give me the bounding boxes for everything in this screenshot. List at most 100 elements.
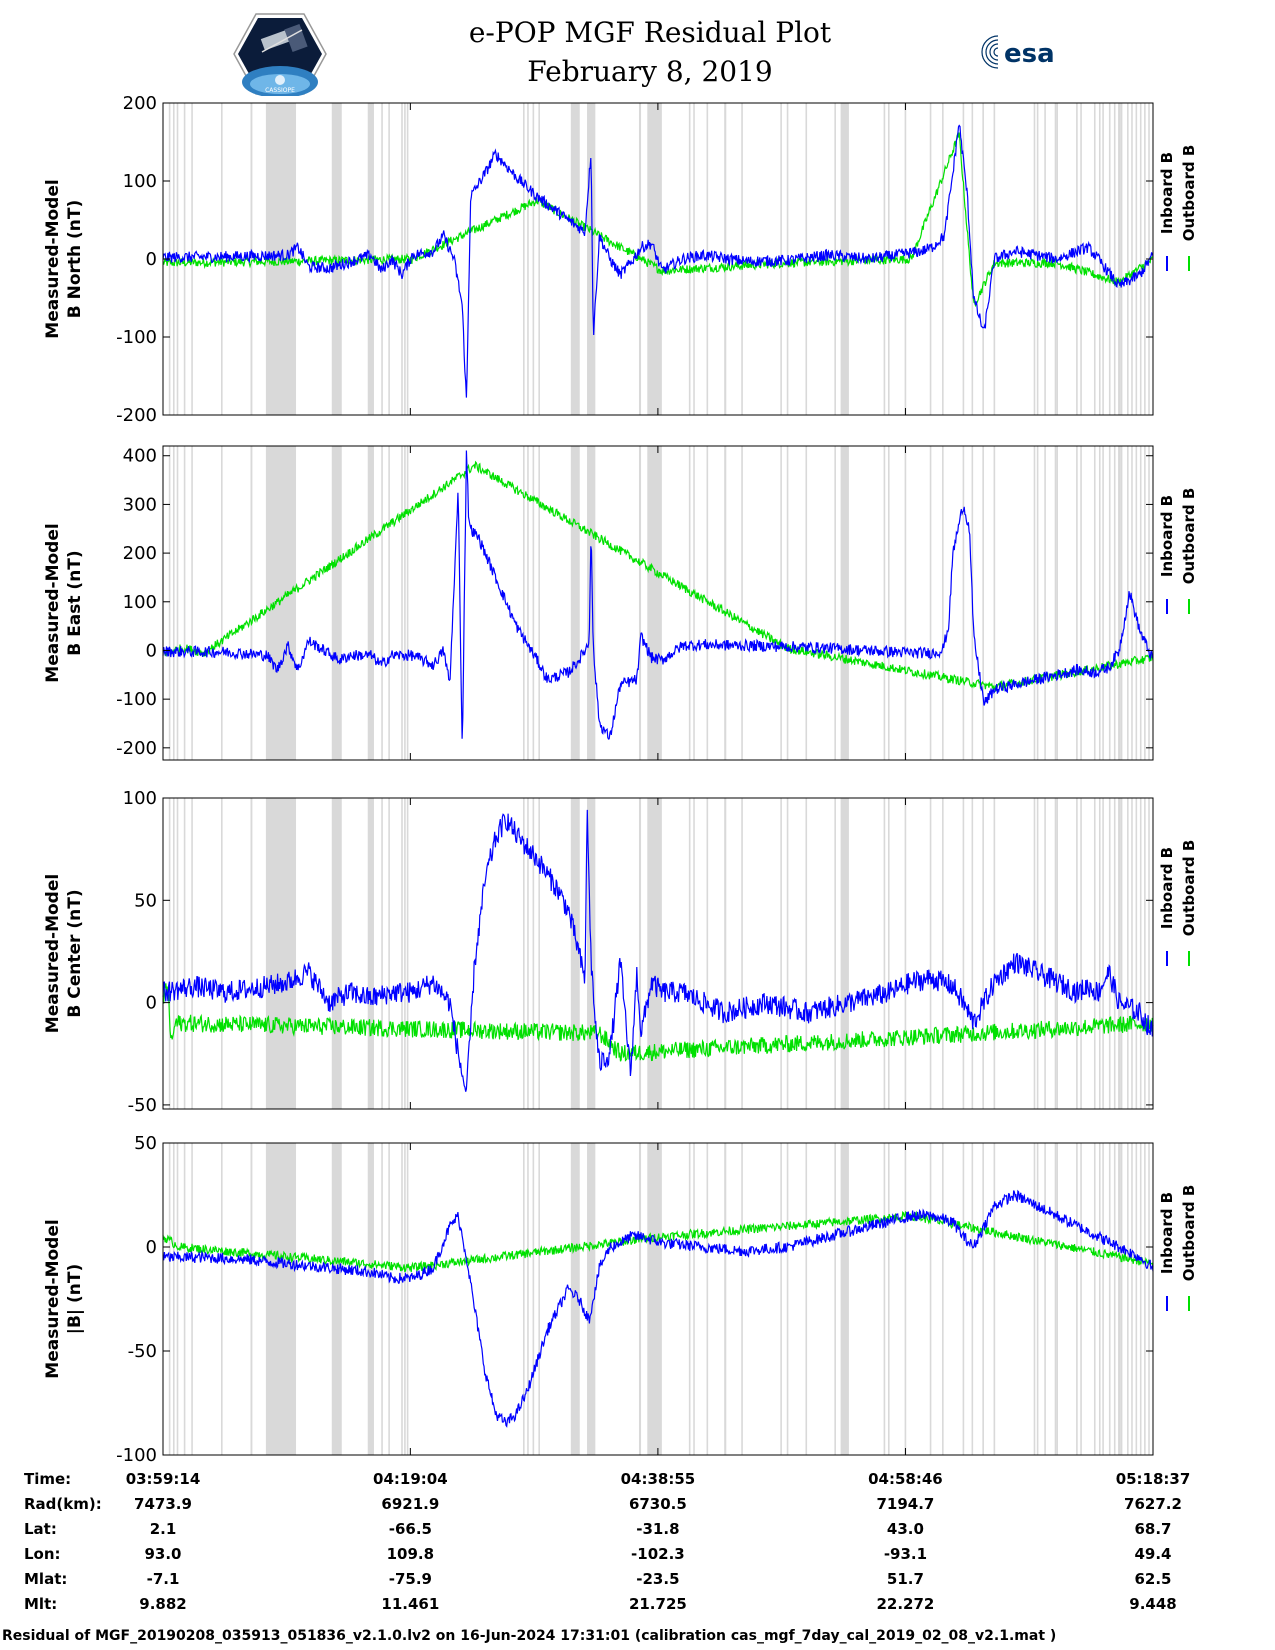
y-tick-label: 0 (146, 249, 157, 270)
data-gap-band (1033, 798, 1036, 1109)
y-tick-label: -50 (128, 1341, 157, 1362)
outboard-series-line (162, 1210, 1154, 1273)
data-gap-band (220, 798, 223, 1109)
data-gap-band (220, 1143, 223, 1455)
data-gap-band (647, 103, 662, 415)
data-gap-band (265, 446, 297, 760)
data-gap-band (367, 446, 374, 760)
data-gap-band (265, 798, 297, 1109)
data-gap-band (381, 103, 383, 415)
data-gap-band (1118, 446, 1120, 760)
data-gap-band (786, 446, 789, 760)
data-gap-band (183, 798, 186, 1109)
data-gap-band (688, 446, 691, 760)
data-gap-band (1148, 798, 1150, 1109)
data-gap-band (1033, 1143, 1036, 1455)
y-axis-label: Measured-Model (43, 1219, 63, 1378)
data-gap-band (331, 798, 342, 1109)
data-gap-band (172, 103, 175, 415)
data-gap-band (993, 446, 996, 760)
data-gap-band (805, 798, 808, 1109)
table-cell: 49.4 (1134, 1545, 1172, 1563)
data-gap-band (883, 1143, 886, 1455)
data-gap-band (1093, 1143, 1096, 1455)
data-gap-band (962, 1143, 965, 1455)
y-tick-label: 100 (123, 592, 157, 613)
data-gap-band (406, 1143, 409, 1455)
y-tick-label: -100 (116, 689, 157, 710)
data-gap-band (971, 103, 974, 415)
data-gap-band (1127, 103, 1129, 415)
data-gap-band (1127, 798, 1129, 1109)
y-axis-label: |B| (nT) (65, 1264, 85, 1335)
y-tick-label: 200 (123, 543, 157, 564)
y-tick-label: 50 (134, 1133, 157, 1154)
data-gap-band (183, 446, 186, 760)
data-gap-band (401, 1143, 403, 1455)
data-gap-band (1118, 1143, 1120, 1455)
data-gap-band (1036, 798, 1039, 1109)
data-gap-band (1127, 1143, 1129, 1455)
y-tick-label: 0 (146, 1237, 157, 1258)
data-gap-band (1056, 798, 1058, 1109)
data-gap-band (538, 1143, 540, 1455)
data-gap-band (647, 798, 662, 1109)
y-axis-label: Measured-Model (43, 523, 63, 682)
data-gap-band (780, 1143, 782, 1455)
data-gap-band (1056, 446, 1058, 760)
data-gap-band (1131, 446, 1133, 760)
data-gap-band (706, 1143, 709, 1455)
data-gap-band (183, 1143, 186, 1455)
data-gap-band (942, 798, 944, 1109)
data-gap-band (942, 1143, 944, 1455)
data-gap-band (1139, 446, 1142, 760)
data-gap-band (904, 103, 907, 415)
legend-inboard-label: Inboard B (1158, 495, 1176, 577)
data-gap-band (538, 103, 540, 415)
data-gap-band (887, 446, 890, 760)
data-gap-band (570, 1143, 580, 1455)
data-gap-band (1076, 798, 1078, 1109)
data-gap-band (929, 1143, 932, 1455)
table-cell: -23.5 (636, 1570, 680, 1588)
table-cell: 109.8 (386, 1545, 435, 1563)
data-gap-band (834, 446, 836, 760)
table-cell: -31.8 (636, 1520, 680, 1538)
table-row-label: Lon: (24, 1545, 61, 1563)
data-gap-band (741, 1143, 743, 1455)
cassiope-logo-text: CASSIOPE (265, 87, 295, 94)
data-gap-band (883, 446, 886, 760)
data-gap-band (265, 1143, 297, 1455)
table-row-label: Mlt: (24, 1595, 58, 1613)
inboard-series-line (162, 450, 1154, 740)
data-gap-band (401, 798, 403, 1109)
data-gap-band (1148, 1143, 1150, 1455)
y-axis-label: Measured-Model (43, 179, 63, 338)
data-gap-band (1135, 103, 1138, 415)
data-gap-band (168, 798, 171, 1109)
data-gap-band (693, 103, 695, 415)
data-gap-band (1108, 1143, 1111, 1455)
data-gap-band (1135, 798, 1138, 1109)
data-gap-band (1113, 103, 1116, 415)
legend-inboard-label: Inboard B (1158, 847, 1176, 929)
data-gap-band (1056, 103, 1058, 415)
data-gap-band (962, 446, 965, 760)
data-gap-band (840, 1143, 849, 1455)
table-cell: 2.1 (149, 1520, 177, 1538)
table-cell: 43.0 (886, 1520, 924, 1538)
data-gap-band (1044, 103, 1046, 415)
data-gap-band (388, 446, 390, 760)
data-gap-band (693, 446, 695, 760)
data-gap-band (1135, 446, 1138, 760)
data-gap-band (1139, 798, 1142, 1109)
data-gap-band (406, 798, 409, 1109)
table-row-label: Lat: (24, 1520, 57, 1538)
data-gap-band (381, 446, 383, 760)
plot-title: e-POP MGF Residual Plot (468, 16, 832, 49)
legend-outboard-label: Outboard B (1180, 1185, 1198, 1282)
y-tick-label: -100 (116, 1445, 157, 1466)
table-cell: 62.5 (1134, 1570, 1172, 1588)
data-gap-band (1144, 1143, 1146, 1455)
